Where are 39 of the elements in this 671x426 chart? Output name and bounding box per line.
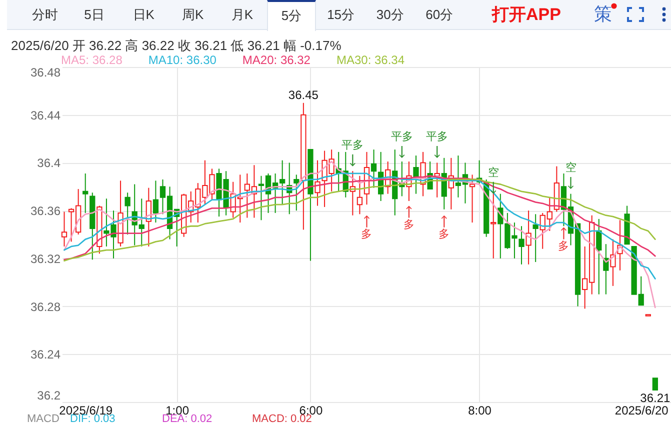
text: MACD: 0.02: [252, 413, 312, 425]
text: 5分: [267, 0, 316, 31]
y-tick-label: 36.2: [37, 388, 61, 402]
data-label: 多: [403, 218, 414, 231]
text: MA30: 36.34: [336, 53, 405, 67]
annotation: 36.21: [640, 391, 671, 406]
text: 30分: [375, 6, 405, 24]
chart-subtitle: 2025/6/20 开 36.22 高 36.22 收 36.21 低 36.21 幅 -0.17%: [11, 38, 342, 53]
data-label: 多: [558, 240, 570, 252]
text: MACD: [27, 413, 60, 425]
text: 5日: [83, 6, 106, 24]
text: 周K: [181, 6, 205, 24]
x-tick-label: 8:00: [468, 404, 492, 418]
y-tick-label: 36.36: [30, 204, 61, 218]
text: 月K: [230, 6, 254, 24]
y-tick-label: 36.44: [30, 108, 61, 122]
data-label: 平多: [390, 130, 413, 143]
text: 打开APP: [492, 5, 561, 25]
text: 日K: [132, 6, 156, 24]
text: MA20: 36.32: [242, 53, 310, 67]
text: 15分: [326, 6, 356, 24]
text: MA10: 36.30: [148, 53, 216, 67]
text: 策: [594, 3, 612, 25]
text: 60分: [424, 6, 454, 24]
data-label: 平多: [342, 139, 364, 152]
y-tick-label: 36.32: [30, 252, 61, 266]
y-tick-label: 36.48: [30, 66, 61, 80]
data-label: 空: [488, 166, 499, 179]
y-tick-label: 36.24: [30, 348, 61, 362]
data-label: 空: [565, 161, 576, 174]
x-tick-label: 2025/6/20: [614, 404, 669, 418]
text: 分时: [31, 6, 59, 24]
data-label: 平多: [426, 130, 448, 143]
data-label: 多: [438, 228, 450, 240]
annotation: 36.45: [288, 88, 319, 102]
y-tick-label: 36.28: [30, 300, 61, 314]
text: MA5: 36.28: [61, 53, 122, 67]
y-tick-label: 36.4: [37, 156, 61, 170]
data-label: 多: [361, 228, 372, 240]
